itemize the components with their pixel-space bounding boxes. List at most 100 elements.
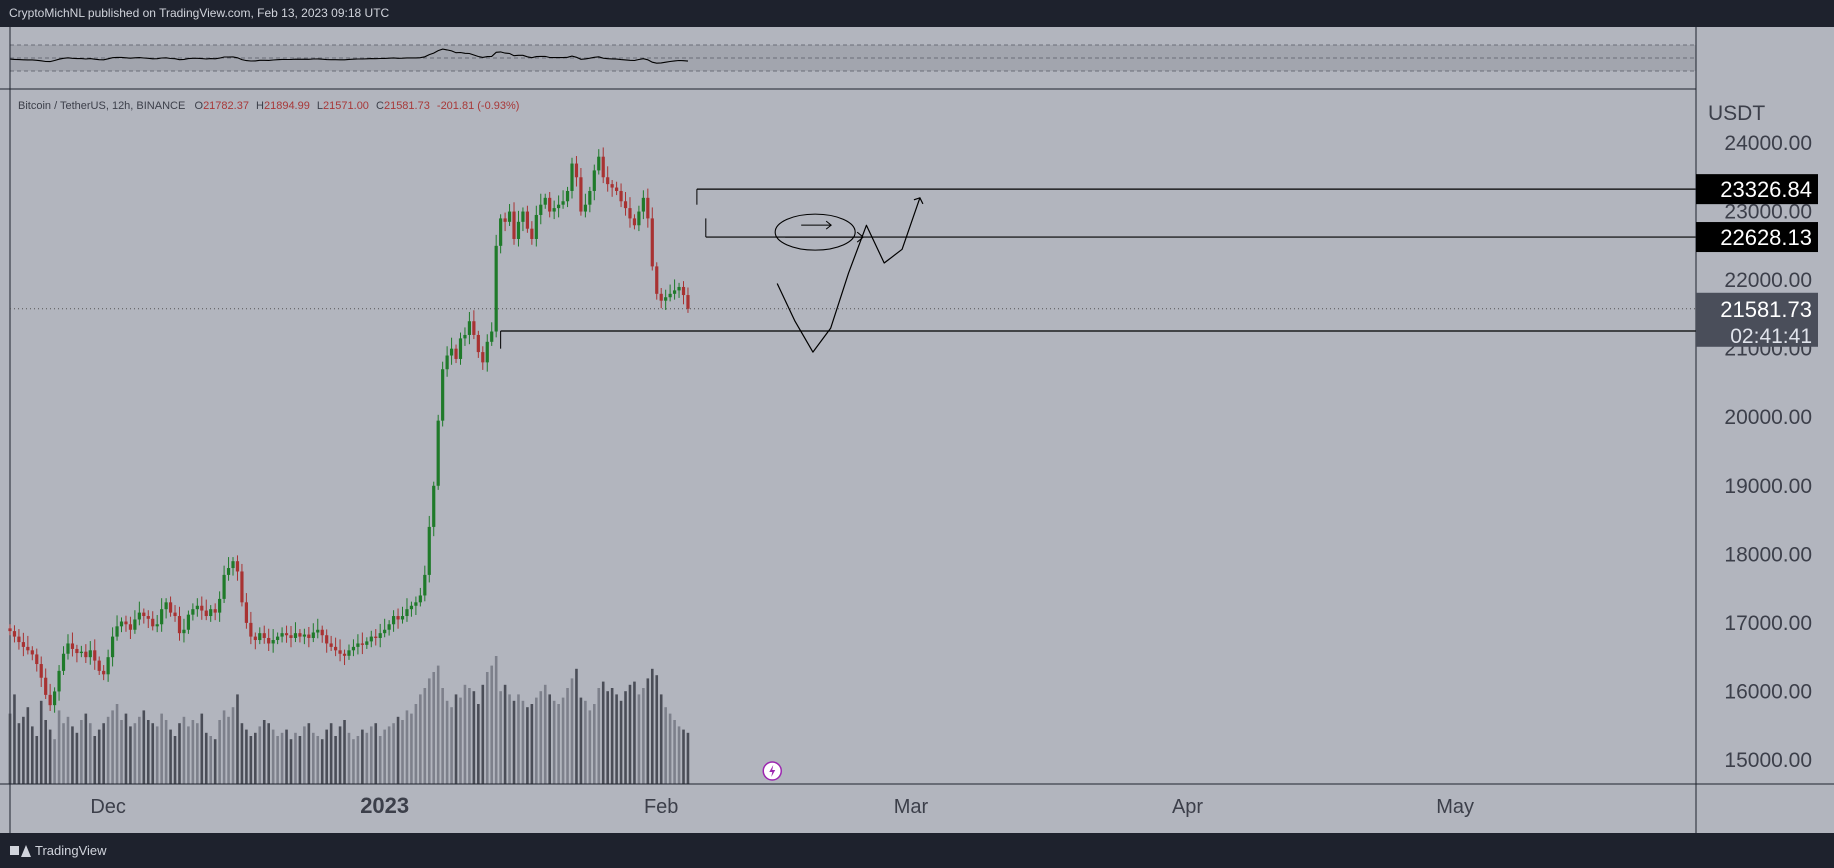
candle <box>53 687 57 713</box>
candle-body <box>481 352 485 363</box>
volume-bar <box>320 739 324 784</box>
candle <box>565 186 570 208</box>
candle <box>218 591 222 622</box>
volume-bar <box>637 694 641 784</box>
volume-bar <box>588 710 592 784</box>
candle <box>539 193 543 225</box>
candle-body <box>316 629 320 633</box>
candle <box>347 644 351 660</box>
candle <box>302 628 306 645</box>
candle <box>200 596 204 620</box>
volume-bar <box>209 736 213 784</box>
volume-bar <box>535 697 538 784</box>
volume-bar <box>468 688 471 784</box>
candle-body <box>124 621 128 625</box>
volume-bar <box>307 723 311 784</box>
candle-body <box>258 633 262 641</box>
volume-bar <box>361 729 364 784</box>
candle <box>668 284 672 302</box>
candle <box>70 632 75 657</box>
volume-bar <box>13 694 16 784</box>
candle-body <box>160 609 164 625</box>
candle-body <box>110 636 115 658</box>
candle <box>454 344 458 364</box>
candle <box>235 555 240 581</box>
candle <box>298 629 302 643</box>
candle-body <box>628 208 632 219</box>
candle <box>432 481 436 537</box>
price-axis[interactable]: USDT24000.0023000.0022000.0021000.002000… <box>1695 27 1834 833</box>
candle-body <box>534 214 538 239</box>
candle-body <box>53 691 57 706</box>
candle-body <box>119 621 124 627</box>
candle <box>262 625 266 644</box>
candle <box>289 625 293 648</box>
candle <box>503 212 507 232</box>
volume-bar <box>401 720 404 784</box>
ohlc-open: 21782.37 <box>203 100 249 112</box>
candle-body <box>75 648 79 654</box>
volume-bar <box>276 736 279 784</box>
volume-bar <box>472 691 476 784</box>
candle-body <box>213 609 217 613</box>
candle-body <box>641 197 645 212</box>
candle <box>124 615 128 632</box>
time-tick-label: Dec <box>90 796 126 818</box>
candle-body <box>235 561 240 572</box>
price-level-tag[interactable]: 23326.84 <box>1696 174 1818 205</box>
candle <box>467 311 472 345</box>
volume-bar <box>204 732 208 784</box>
candle-body <box>209 609 213 617</box>
volume-bar <box>187 726 190 784</box>
candle <box>66 634 70 660</box>
candle-body <box>356 643 360 647</box>
candle <box>374 629 378 646</box>
candle-body <box>17 636 21 643</box>
symbol-name: Bitcoin / TetherUS, 12h, BINANCE <box>18 100 186 112</box>
candle-body <box>499 218 503 246</box>
candle-body <box>146 616 150 619</box>
candle <box>579 168 583 216</box>
volume-bar <box>477 704 480 784</box>
candle-body <box>414 602 418 606</box>
volume-bar <box>102 723 105 784</box>
candle-body <box>195 605 199 610</box>
current-price-tag[interactable]: 21581.73 02:41:41 <box>1696 292 1818 348</box>
tradingview-logo[interactable]: TradingView <box>10 843 107 858</box>
volume-bar <box>530 704 534 784</box>
volume-bar <box>329 723 333 784</box>
volume-bar <box>499 691 502 784</box>
time-axis[interactable]: Dec 2023 Feb Mar Apr May <box>0 783 1834 818</box>
volume-bar <box>552 700 556 784</box>
candle <box>267 628 271 651</box>
candle-body <box>218 598 222 613</box>
lightning-event-icon[interactable] <box>762 761 783 781</box>
price-pane[interactable] <box>8 27 1696 833</box>
candle <box>30 646 34 661</box>
publisher-text: CryptoMichNL published on TradingView.co… <box>9 6 390 20</box>
candle <box>472 310 476 340</box>
volume-bar <box>686 732 690 784</box>
candle <box>597 149 601 175</box>
candle <box>521 207 525 232</box>
current-price-value: 21581.73 <box>1720 297 1812 322</box>
candle-body <box>383 629 387 634</box>
price-chart[interactable]: 100.00 USDT24000.0023000.0022000.0021000… <box>0 27 1834 833</box>
volume-bar <box>35 736 39 784</box>
candle <box>557 195 561 218</box>
volume-bar <box>44 720 47 784</box>
candle-body <box>177 616 182 634</box>
volume-bar <box>84 713 88 784</box>
volume-bar <box>138 716 141 784</box>
time-tick-label: 2023 <box>360 793 409 818</box>
price-level-tag[interactable]: 22628.13 <box>1696 222 1818 253</box>
doodle-arrow-icon <box>801 220 832 230</box>
candle-body <box>521 211 525 222</box>
volume-bar <box>646 678 650 784</box>
volume-bar <box>231 707 235 784</box>
candle-body <box>409 605 414 610</box>
volume-bar <box>427 678 431 784</box>
candle-body <box>387 624 391 630</box>
candle-body <box>39 664 43 678</box>
volume-bar <box>285 729 288 784</box>
